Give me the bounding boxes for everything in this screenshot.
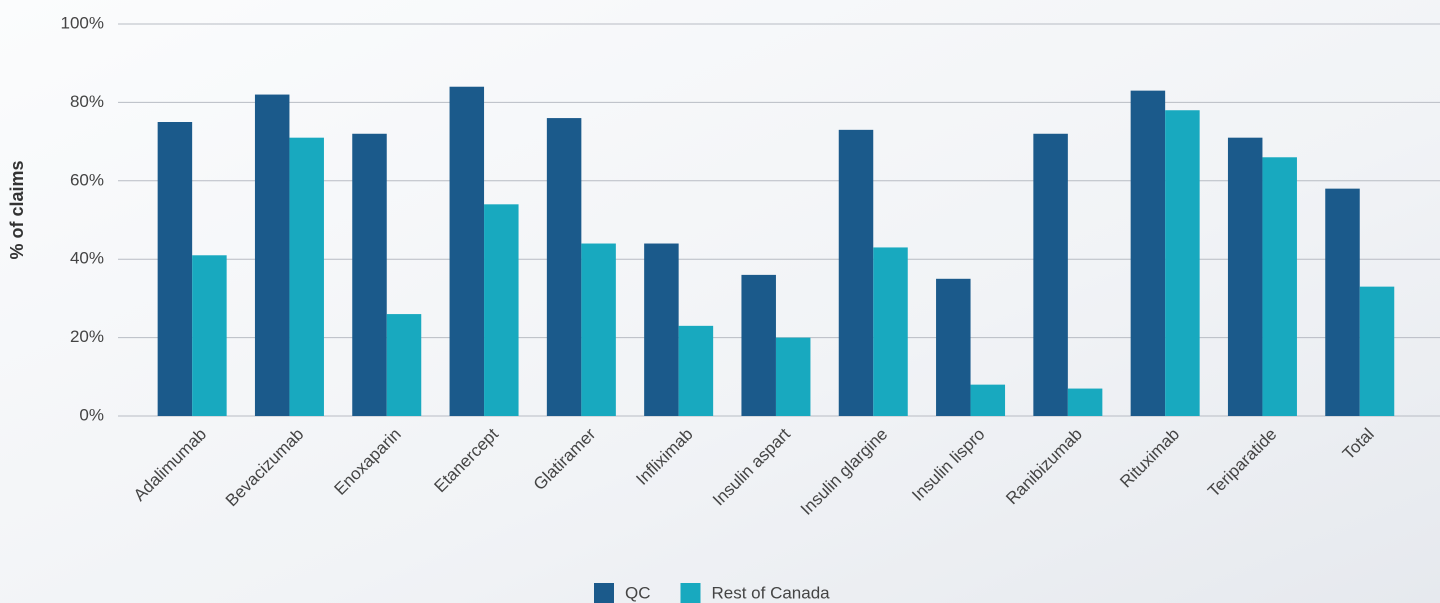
- bar: [741, 274, 776, 416]
- bar: [644, 243, 679, 416]
- bar: [873, 247, 908, 416]
- bar: [192, 255, 227, 416]
- bar: [1262, 157, 1297, 416]
- y-tick-label: 40%: [70, 249, 104, 268]
- bar: [1227, 137, 1263, 416]
- bar: [775, 337, 811, 416]
- bar: [289, 137, 324, 416]
- y-tick-label: 20%: [70, 327, 104, 346]
- bar: [386, 314, 422, 416]
- bar: [1165, 110, 1200, 417]
- y-tick-label: 100%: [61, 13, 104, 32]
- y-axis-label: % of claims: [7, 160, 27, 259]
- y-tick-label: 0%: [79, 405, 104, 424]
- y-tick-label: 80%: [70, 92, 104, 111]
- bar: [254, 94, 290, 416]
- bar: [157, 122, 193, 416]
- bar: [1325, 188, 1360, 416]
- bar: [936, 278, 971, 416]
- legend-label: QC: [625, 583, 651, 602]
- bar: [352, 133, 387, 416]
- bar: [484, 204, 519, 416]
- y-tick-label: 60%: [70, 170, 104, 189]
- bar: [1130, 90, 1166, 416]
- legend-swatch: [594, 583, 614, 603]
- bar: [678, 325, 714, 416]
- bar: [970, 384, 1006, 416]
- bar: [581, 243, 616, 416]
- bar: [1067, 388, 1103, 416]
- bar: [546, 118, 582, 416]
- legend-swatch: [680, 583, 701, 603]
- bar: [1033, 133, 1068, 416]
- legend-label: Rest of Canada: [712, 583, 831, 602]
- bar: [838, 129, 874, 416]
- bar: [449, 86, 485, 416]
- bar: [1359, 286, 1395, 416]
